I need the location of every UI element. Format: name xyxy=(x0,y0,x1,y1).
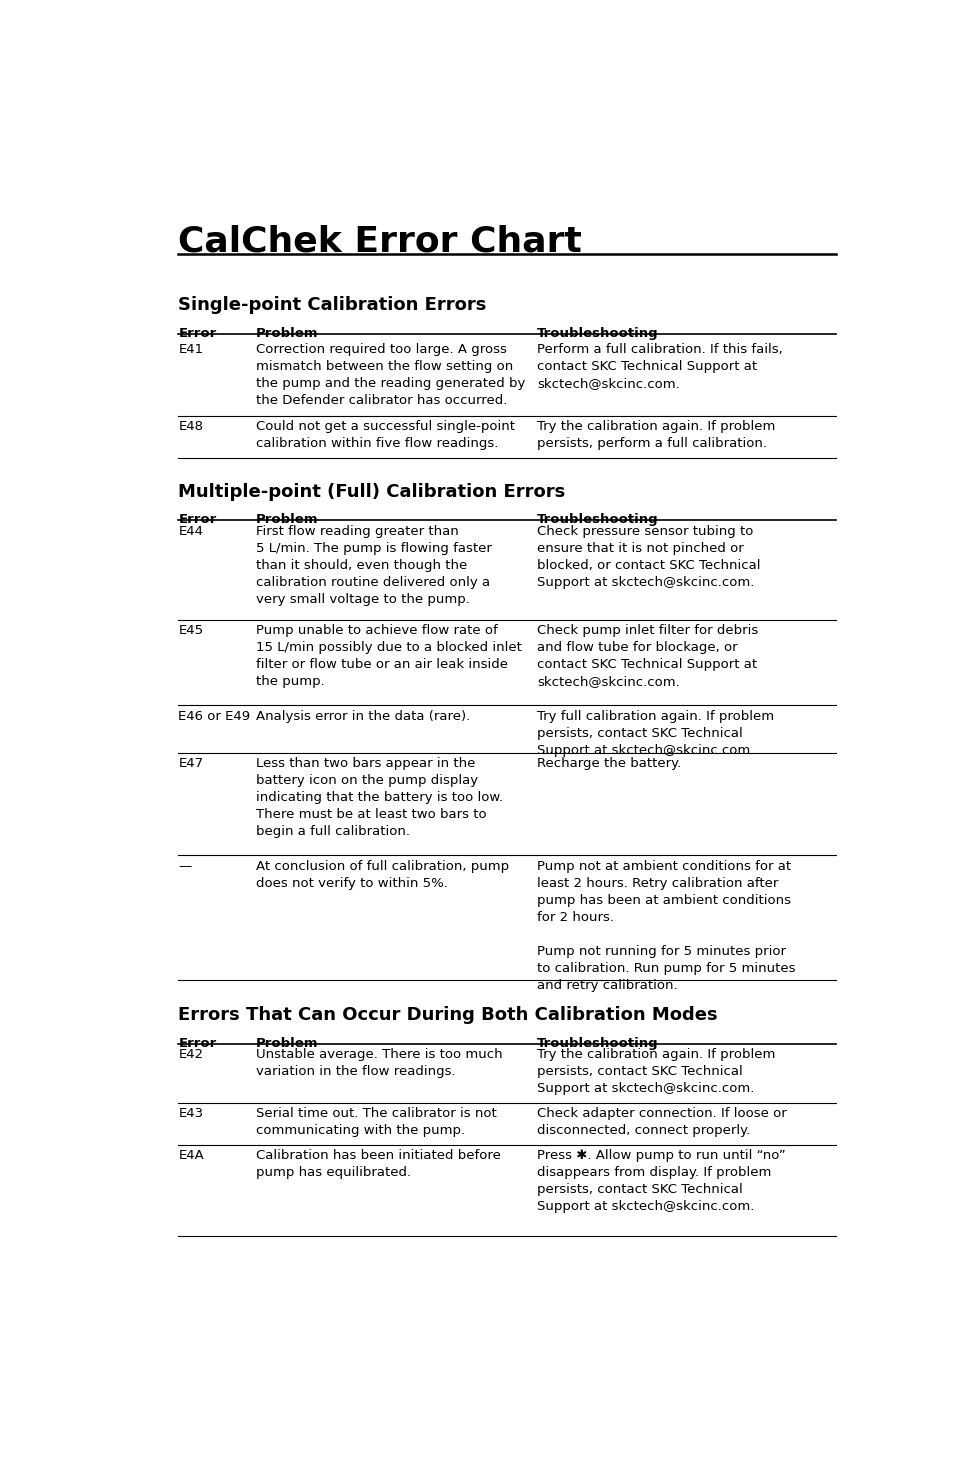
Text: Troubleshooting: Troubleshooting xyxy=(537,513,658,527)
Text: Pump not at ambient conditions for at
least 2 hours. Retry calibration after
pum: Pump not at ambient conditions for at le… xyxy=(537,860,795,991)
Text: Check pressure sensor tubing to
ensure that it is not pinched or
blocked, or con: Check pressure sensor tubing to ensure t… xyxy=(537,525,760,589)
Text: Check pump inlet filter for debris
and flow tube for blockage, or
contact SKC Te: Check pump inlet filter for debris and f… xyxy=(537,624,758,689)
Text: E43: E43 xyxy=(178,1108,203,1120)
Text: E41: E41 xyxy=(178,342,203,355)
Text: E45: E45 xyxy=(178,624,203,637)
Text: E46 or E49: E46 or E49 xyxy=(178,709,251,723)
Text: Problem: Problem xyxy=(255,327,318,339)
Text: Problem: Problem xyxy=(255,1037,318,1050)
Text: Calibration has been initiated before
pump has equilibrated.: Calibration has been initiated before pu… xyxy=(255,1149,500,1179)
Text: Less than two bars appear in the
battery icon on the pump display
indicating tha: Less than two bars appear in the battery… xyxy=(255,757,502,838)
Text: Correction required too large. A gross
mismatch between the flow setting on
the : Correction required too large. A gross m… xyxy=(255,342,525,407)
Text: Try the calibration again. If problem
persists, perform a full calibration.: Try the calibration again. If problem pe… xyxy=(537,420,775,450)
Text: First flow reading greater than
5 L/min. The pump is flowing faster
than it shou: First flow reading greater than 5 L/min.… xyxy=(255,525,492,606)
Text: Multiple-point (Full) Calibration Errors: Multiple-point (Full) Calibration Errors xyxy=(178,482,565,500)
Text: E44: E44 xyxy=(178,525,203,537)
Text: Perform a full calibration. If this fails,
contact SKC Technical Support at
skct: Perform a full calibration. If this fail… xyxy=(537,342,781,389)
Text: Pump unable to achieve flow rate of
15 L/min possibly due to a blocked inlet
fil: Pump unable to achieve flow rate of 15 L… xyxy=(255,624,521,689)
Text: E47: E47 xyxy=(178,757,203,770)
Text: E4A: E4A xyxy=(178,1149,204,1162)
Text: Could not get a successful single-point
calibration within five flow readings.: Could not get a successful single-point … xyxy=(255,420,515,450)
Text: CalChek Error Chart: CalChek Error Chart xyxy=(178,224,581,258)
Text: Press ✱. Allow pump to run until “no”
disappears from display. If problem
persis: Press ✱. Allow pump to run until “no” di… xyxy=(537,1149,785,1214)
Text: Troubleshooting: Troubleshooting xyxy=(537,1037,658,1050)
Text: Errors That Can Occur During Both Calibration Modes: Errors That Can Occur During Both Calibr… xyxy=(178,1006,718,1024)
Text: Problem: Problem xyxy=(255,513,318,527)
Text: Analysis error in the data (rare).: Analysis error in the data (rare). xyxy=(255,709,470,723)
Text: At conclusion of full calibration, pump
does not verify to within 5%.: At conclusion of full calibration, pump … xyxy=(255,860,509,889)
Text: Troubleshooting: Troubleshooting xyxy=(537,327,658,339)
Text: Error: Error xyxy=(178,327,216,339)
Text: Error: Error xyxy=(178,1037,216,1050)
Text: Try full calibration again. If problem
persists, contact SKC Technical
Support a: Try full calibration again. If problem p… xyxy=(537,709,773,757)
Text: Unstable average. There is too much
variation in the flow readings.: Unstable average. There is too much vari… xyxy=(255,1049,502,1078)
Text: Single-point Calibration Errors: Single-point Calibration Errors xyxy=(178,296,486,314)
Text: Try the calibration again. If problem
persists, contact SKC Technical
Support at: Try the calibration again. If problem pe… xyxy=(537,1049,775,1094)
Text: Error: Error xyxy=(178,513,216,527)
Text: —: — xyxy=(178,860,192,873)
Text: Serial time out. The calibrator is not
communicating with the pump.: Serial time out. The calibrator is not c… xyxy=(255,1108,497,1137)
Text: Check adapter connection. If loose or
disconnected, connect properly.: Check adapter connection. If loose or di… xyxy=(537,1108,786,1137)
Text: E48: E48 xyxy=(178,420,203,434)
Text: Recharge the battery.: Recharge the battery. xyxy=(537,757,680,770)
Text: E42: E42 xyxy=(178,1049,203,1061)
